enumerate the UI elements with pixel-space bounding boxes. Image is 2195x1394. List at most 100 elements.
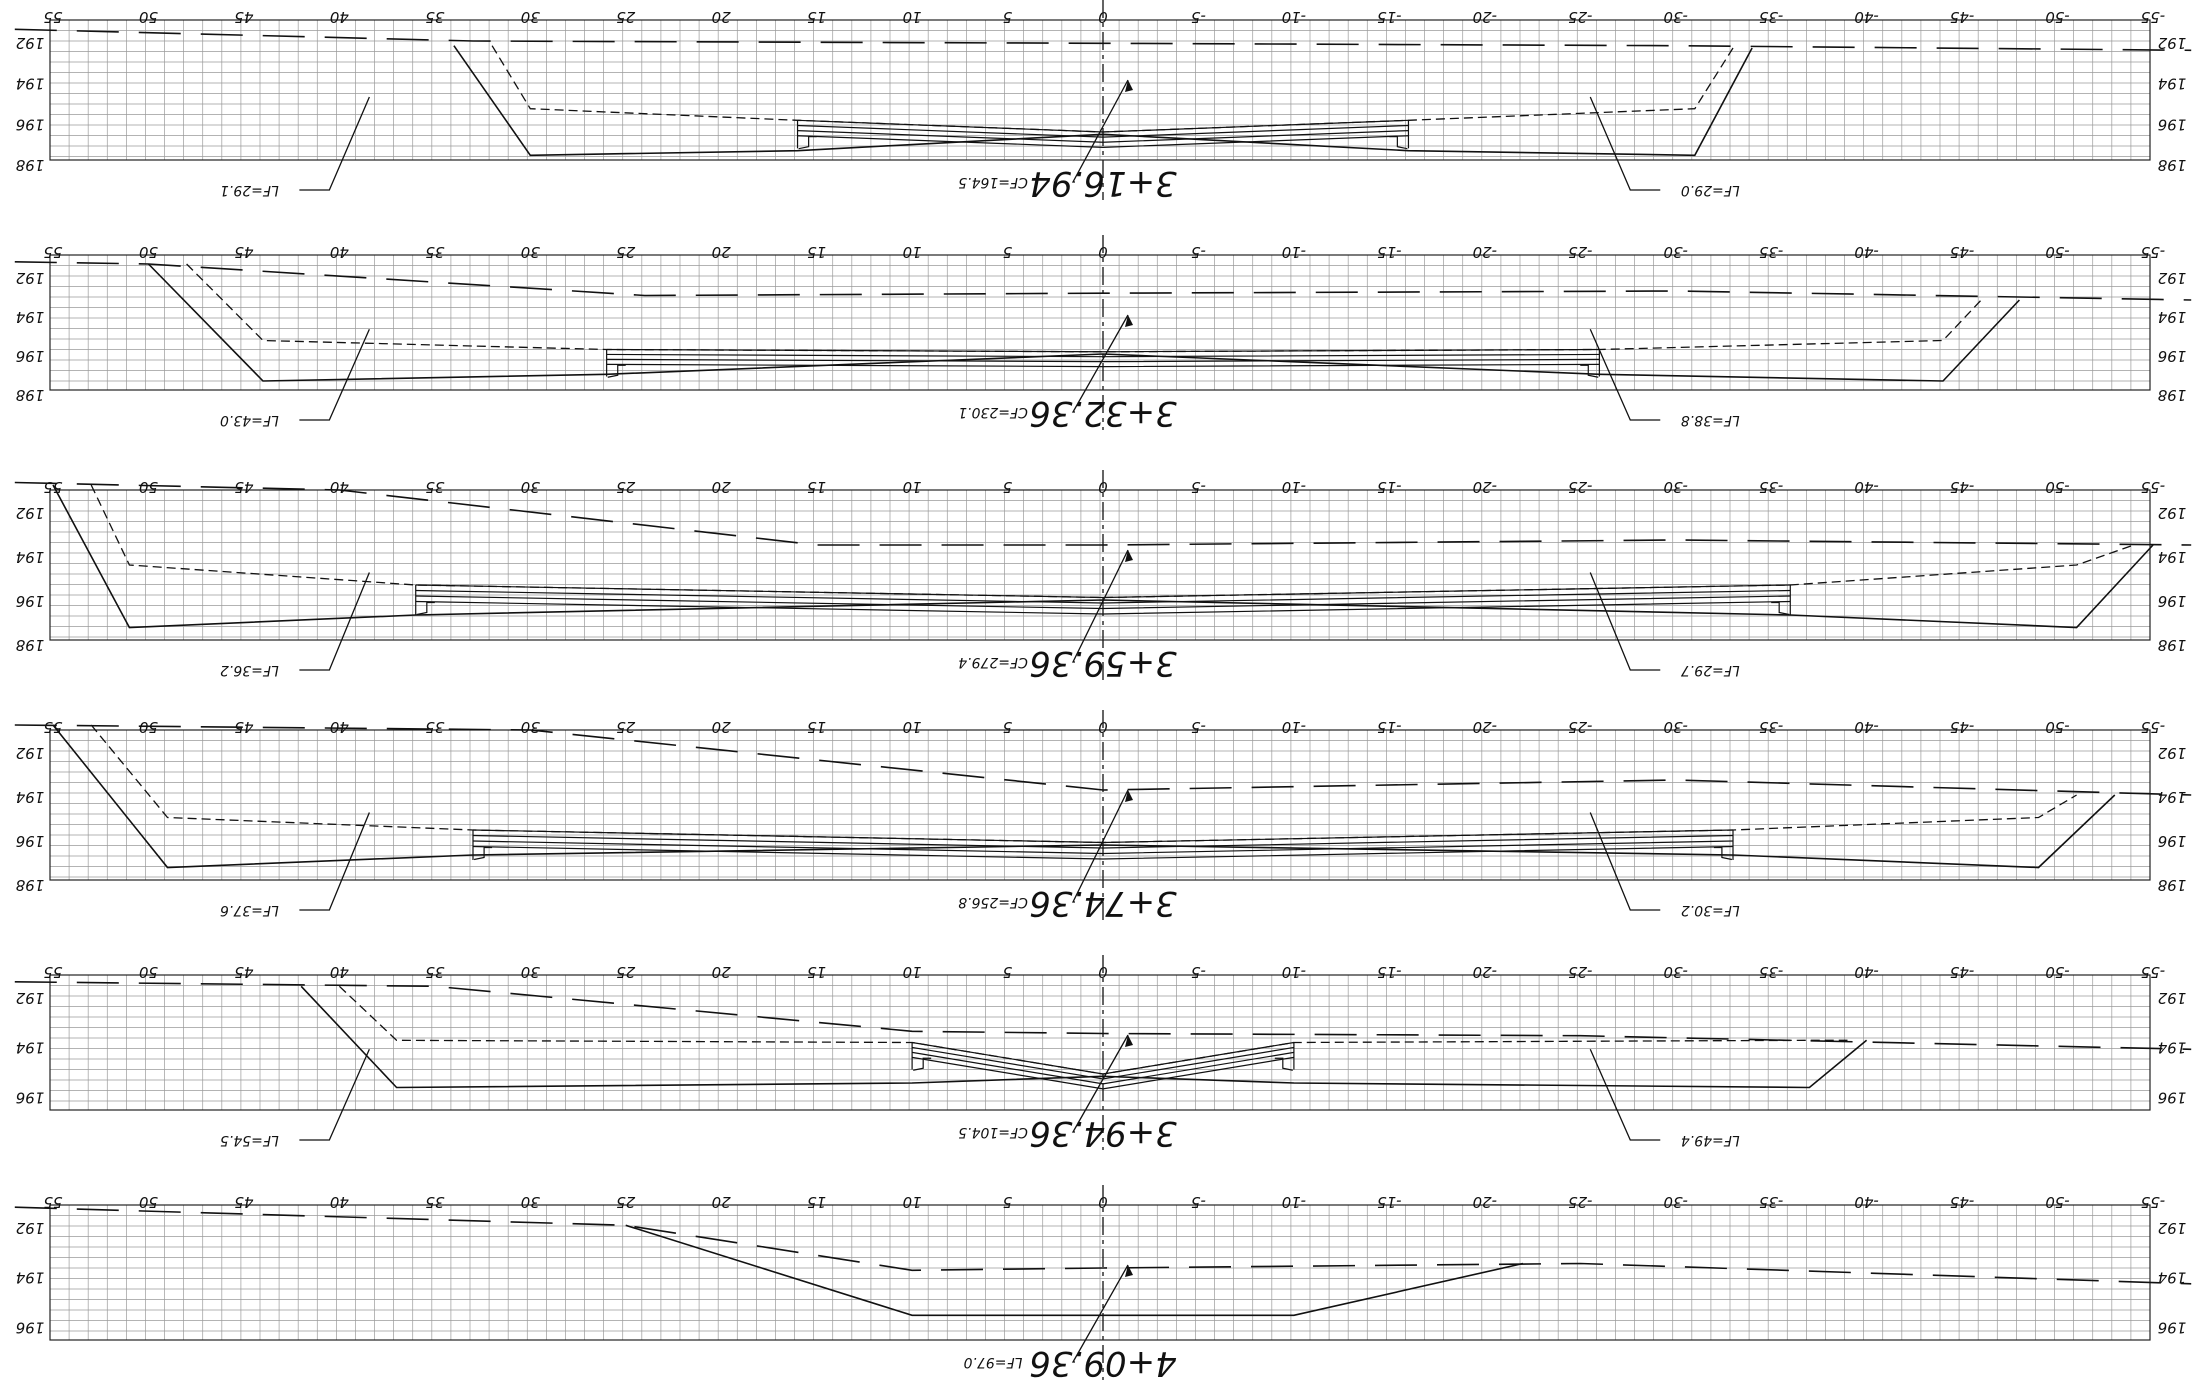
existing-ground-line <box>14 724 2192 796</box>
elevation-label-right: 194 <box>2158 75 2187 93</box>
arrow-icon <box>1125 1035 1133 1047</box>
pavement-layers <box>796 119 1410 150</box>
offset-tick-label: -55 <box>2141 243 2166 261</box>
offset-tick-label: 15 <box>807 8 826 26</box>
callout-leader <box>299 1048 370 1141</box>
offset-tick-label: 35 <box>425 8 444 26</box>
elevation-label-right: 194 <box>2158 788 2187 806</box>
elevation-label-left: 196 <box>16 592 45 610</box>
offset-tick-label: -45 <box>1950 718 1975 736</box>
offset-tick-label: 45 <box>234 963 253 981</box>
station-label: 3+16.94 <box>1029 163 1176 203</box>
offset-tick-label: -50 <box>2045 963 2070 981</box>
offset-tick-label: -45 <box>1950 963 1975 981</box>
elevation-label-left: 192 <box>16 989 45 1007</box>
offset-tick-label: -40 <box>1854 243 1879 261</box>
callout-leader <box>1071 1034 1129 1133</box>
elevation-label-left: 192 <box>16 269 45 287</box>
offset-tick-label: -10 <box>1282 8 1307 26</box>
panel-frame <box>49 19 2151 161</box>
existing-ground-line <box>14 1206 2192 1285</box>
offset-tick-label: -30 <box>1663 8 1688 26</box>
offset-tick-label: -30 <box>1663 963 1688 981</box>
elevation-label-left: 198 <box>16 876 45 894</box>
offset-tick-label: 5 <box>1003 1193 1013 1211</box>
offset-tick-label: 10 <box>903 718 922 736</box>
offset-tick-label: 15 <box>807 243 826 261</box>
cut-fill-label: LF=97.0 <box>964 1354 1023 1370</box>
callout-leader <box>299 572 370 671</box>
offset-tick-label: -30 <box>1663 1193 1688 1211</box>
elevation-label-left: 196 <box>16 832 45 850</box>
offset-tick-label: 55 <box>43 478 62 496</box>
elevation-label-right: 192 <box>2158 269 2187 287</box>
panel-frame <box>49 729 2151 881</box>
offset-tick-label: -30 <box>1663 478 1688 496</box>
offset-tick-label: -35 <box>1759 8 1784 26</box>
offset-tick-label: 15 <box>807 718 826 736</box>
elevation-label-right: 196 <box>2158 832 2187 850</box>
offset-tick-label: 40 <box>330 243 349 261</box>
left-fill-label: LF=37.6 <box>220 902 279 918</box>
offset-tick-label: -45 <box>1950 243 1975 261</box>
elevation-label-right: 194 <box>2158 1269 2187 1287</box>
existing-ground-line <box>14 481 2192 546</box>
offset-tick-label: 50 <box>139 8 158 26</box>
arrow-icon <box>1125 790 1133 802</box>
subgrade-line <box>491 45 1734 133</box>
offset-tick-label: -30 <box>1663 243 1688 261</box>
offset-tick-label: -55 <box>2141 1193 2166 1211</box>
offset-tick-label: -20 <box>1473 478 1498 496</box>
offset-tick-label: -50 <box>2045 243 2070 261</box>
existing-ground-line <box>14 261 2192 301</box>
offset-tick-label: -25 <box>1568 8 1593 26</box>
elevation-label-right: 196 <box>2158 1318 2187 1336</box>
offset-tick-label: 5 <box>1003 718 1013 736</box>
offset-tick-label: 35 <box>425 478 444 496</box>
offset-tick-label: 35 <box>425 718 444 736</box>
elevation-label-right: 196 <box>2158 592 2187 610</box>
pavement-layers <box>415 584 1791 616</box>
offset-tick-label: 20 <box>712 1193 731 1211</box>
elevation-label-right: 198 <box>2158 876 2187 894</box>
elevation-label-left: 192 <box>16 744 45 762</box>
callout-leader <box>1071 79 1129 183</box>
station-label: 3+32.36 <box>1029 393 1176 433</box>
arrow-icon <box>1125 315 1133 327</box>
arrow-icon <box>1125 80 1133 92</box>
offset-tick-label: -25 <box>1568 718 1593 736</box>
cut-fill-label: CF=256.8 <box>958 894 1028 910</box>
offset-tick-label: -20 <box>1473 718 1498 736</box>
offset-tick-label: 45 <box>234 718 253 736</box>
elevation-label-left: 194 <box>16 1269 45 1287</box>
cut-fill-label: CF=104.5 <box>958 1124 1028 1140</box>
offset-tick-label: -20 <box>1473 243 1498 261</box>
station-label: 3+59.36 <box>1029 643 1176 683</box>
existing-ground-line <box>14 981 2192 1051</box>
offset-tick-label: -40 <box>1854 963 1879 981</box>
grid <box>49 254 2151 390</box>
offset-tick-label: 30 <box>521 963 540 981</box>
offset-tick-label: -5 <box>1191 1193 1206 1211</box>
callout-leader <box>1071 549 1129 663</box>
offset-tick-label: -50 <box>2045 478 2070 496</box>
offset-tick-label: -50 <box>2045 718 2070 736</box>
elevation-label-right: 198 <box>2158 636 2187 654</box>
station-label: 3+94.36 <box>1029 1113 1176 1153</box>
offset-tick-label: -35 <box>1759 718 1784 736</box>
offset-tick-label: 20 <box>712 963 731 981</box>
offset-tick-label: -50 <box>2045 8 2070 26</box>
offset-tick-label: 55 <box>43 1193 62 1211</box>
offset-tick-label: 50 <box>139 243 158 261</box>
right-fill-label: LF=29.0 <box>1681 182 1740 198</box>
offset-tick-label: 35 <box>425 1193 444 1211</box>
offset-tick-label: -25 <box>1568 243 1593 261</box>
offset-tick-label: 55 <box>43 8 62 26</box>
left-fill-label: LF=54.5 <box>220 1132 279 1148</box>
offset-tick-label: 50 <box>139 478 158 496</box>
offset-tick-label: -35 <box>1759 963 1784 981</box>
callout-leader <box>1589 572 1661 671</box>
offset-tick-label: 45 <box>234 1193 253 1211</box>
offset-tick-label: 50 <box>139 963 158 981</box>
